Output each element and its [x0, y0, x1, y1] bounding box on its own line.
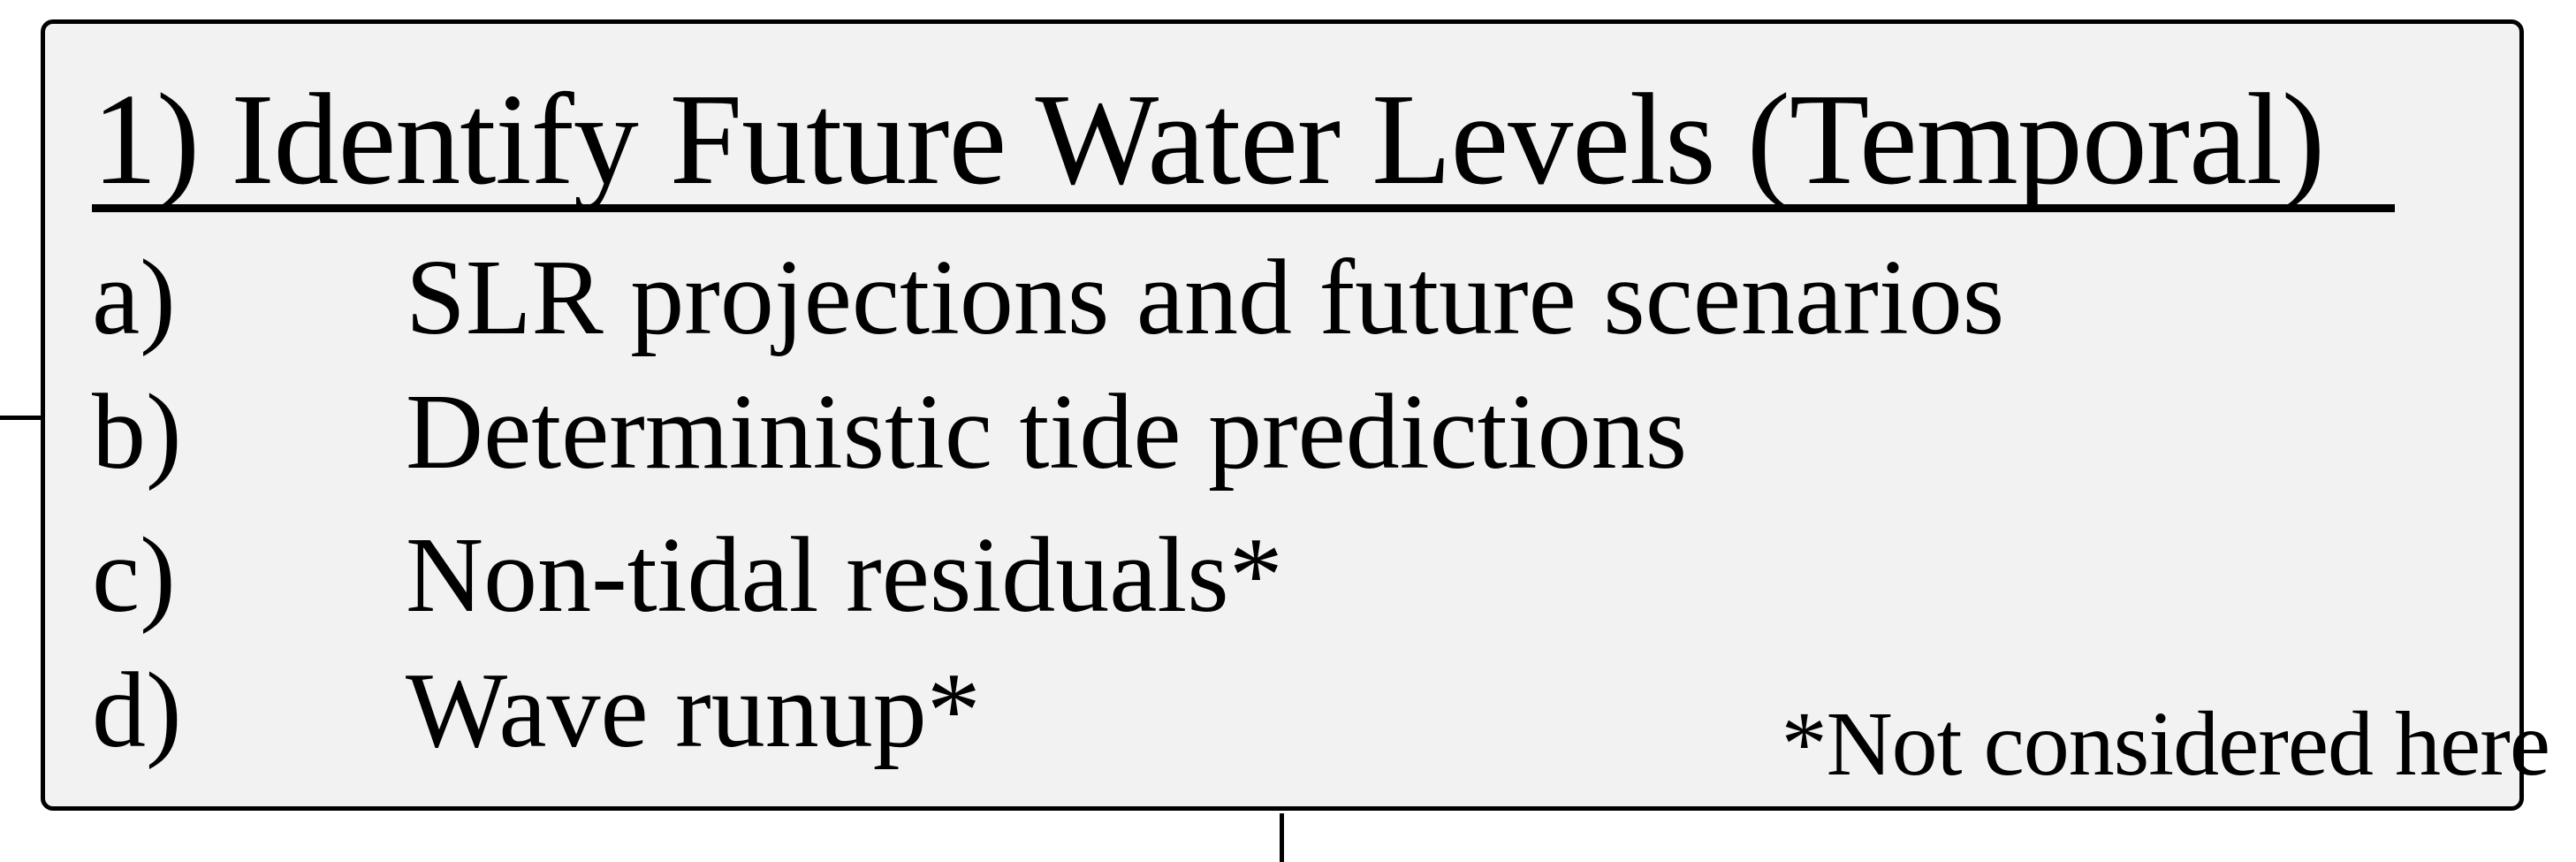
footnote: *Not considered here — [1781, 693, 2550, 795]
list-marker: a) — [92, 238, 176, 357]
list-item-text: Non-tidal residuals* — [406, 515, 1283, 635]
list-item-text: Deterministic tide predictions — [406, 372, 1688, 492]
list-item-text: Wave runup* — [406, 651, 981, 770]
title-underline — [92, 204, 2395, 212]
list-item-text: SLR projections and future scenarios — [406, 238, 2005, 357]
step-box — [41, 19, 2524, 811]
list-marker: d) — [92, 651, 182, 770]
list-marker: b) — [92, 372, 182, 492]
bottom-connector-line — [1280, 813, 1284, 862]
left-connector-line — [0, 416, 44, 420]
list-marker: c) — [92, 515, 176, 635]
step-title: 1) Identify Future Water Levels (Tempora… — [92, 67, 2325, 212]
